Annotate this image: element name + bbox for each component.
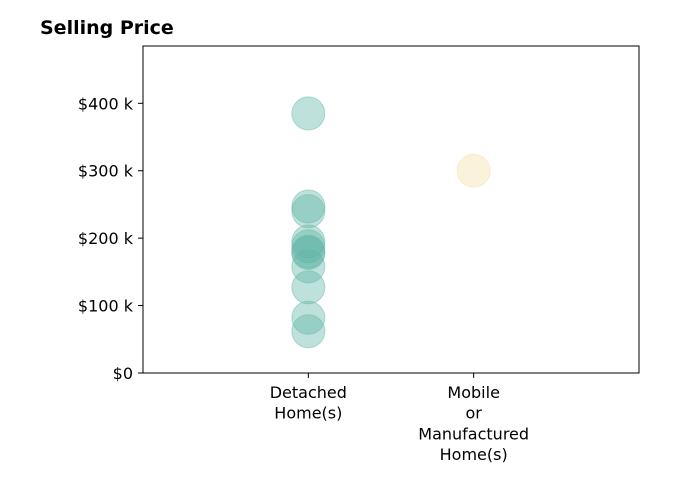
chart-title: Selling Price <box>40 17 174 39</box>
y-tick-label: $200 k <box>78 229 134 248</box>
x-tick-label: Detached Home(s) <box>270 383 347 423</box>
data-point <box>291 249 326 284</box>
data-point <box>291 96 326 131</box>
y-axis: $0 $100 k $200 k $300 k $400 k <box>78 94 143 383</box>
data-point <box>291 270 326 305</box>
y-tick-label: $400 k <box>78 94 134 113</box>
data-point <box>291 224 326 259</box>
data-point <box>291 229 326 264</box>
data-point <box>456 153 491 188</box>
data-point <box>291 235 326 270</box>
marks-layer <box>291 96 491 349</box>
data-point <box>291 194 326 229</box>
x-tick-label: Mobile or Manufactured Home(s) <box>418 383 529 464</box>
data-point <box>291 189 326 224</box>
data-point <box>291 300 326 335</box>
plot-frame <box>142 45 640 374</box>
data-point <box>291 314 326 349</box>
x-axis: Detached Home(s) Mobile or Manufactured Home(… <box>270 373 529 464</box>
y-tick-label: $300 k <box>78 162 134 181</box>
y-tick-label: $0 <box>113 364 133 383</box>
data-point <box>291 234 326 269</box>
y-tick-label: $100 k <box>78 297 134 316</box>
